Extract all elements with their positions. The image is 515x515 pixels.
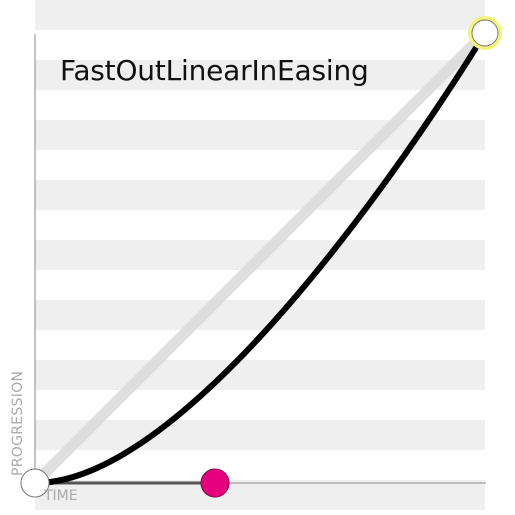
y-axis-label: PROGRESSION [10,370,26,476]
easing-title: FastOutLinearInEasing [60,54,369,87]
linear-reference-line [29,27,491,489]
x-axis-label: TIME [44,488,78,504]
start-point-handle[interactable] [20,468,50,498]
end-point-handle[interactable] [471,19,499,47]
control-point-1-handle[interactable] [200,468,230,498]
easing-curve [32,30,488,486]
